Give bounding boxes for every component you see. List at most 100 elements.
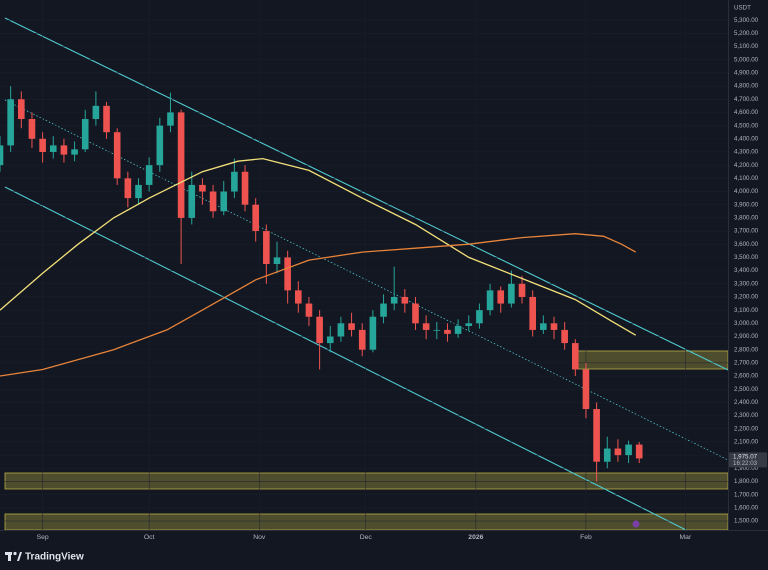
- y-tick-label: 4,700.00: [734, 96, 759, 103]
- y-tick-label: 3,200.00: [734, 294, 759, 301]
- y-tick-label: 3,700.00: [734, 228, 759, 235]
- y-tick-label: 1,700.00: [734, 491, 759, 498]
- candle-body: [0, 145, 4, 166]
- candle-body: [28, 119, 36, 139]
- candle-body: [465, 323, 473, 326]
- y-tick-label: 2,100.00: [734, 439, 759, 446]
- candle-body: [71, 149, 78, 155]
- y-tick-label: 4,100.00: [734, 175, 759, 182]
- candle-body: [454, 325, 462, 334]
- candle-body: [273, 257, 281, 265]
- y-tick-label: 2,500.00: [734, 386, 759, 393]
- candle-body: [135, 184, 142, 199]
- y-tick-label: 4,900.00: [734, 70, 759, 77]
- candle-body: [305, 303, 313, 317]
- moving-average: [0, 157, 637, 336]
- candle-body: [103, 105, 110, 133]
- y-tick-label: 1,600.00: [734, 504, 759, 511]
- y-tick-label: 4,500.00: [734, 122, 759, 129]
- moving-average: [0, 233, 637, 377]
- candle-body: [231, 171, 238, 192]
- candle-body: [412, 303, 419, 324]
- candle-body: [401, 296, 409, 304]
- logo-shape: [17, 552, 22, 561]
- brand-logo: TradingView: [5, 552, 84, 563]
- candle-body: [60, 145, 68, 155]
- countdown-label: 16:22:03: [733, 460, 758, 467]
- x-tick-label: Nov: [253, 534, 266, 541]
- y-tick-label: 3,100.00: [734, 307, 759, 314]
- last-price-label: 1,975.07: [733, 454, 758, 461]
- candle-body: [444, 329, 451, 334]
- candle-body: [422, 323, 430, 330]
- y-tick-label: 2,800.00: [734, 346, 759, 353]
- candle-body: [476, 310, 483, 324]
- candle-body: [561, 329, 568, 344]
- logo-shape: [13, 551, 17, 556]
- y-tick-label: 3,800.00: [734, 215, 759, 222]
- brand-name: TradingView: [25, 552, 84, 563]
- y-tick-label: 3,000.00: [734, 320, 759, 327]
- candle-body: [188, 184, 196, 218]
- candle-body: [113, 132, 121, 179]
- y-tick-label: 1,900.00: [734, 465, 759, 472]
- candle-body: [7, 99, 14, 146]
- x-tick-label: Sep: [37, 534, 49, 541]
- candle-body: [540, 323, 547, 330]
- candle-body: [614, 448, 622, 456]
- y-tick-label: 3,300.00: [734, 280, 759, 287]
- y-tick-label: 2,200.00: [734, 425, 759, 432]
- y-tick-label: 2,600.00: [734, 373, 759, 380]
- y-tick-label: 5,100.00: [734, 43, 759, 50]
- y-tick-label: 5,300.00: [734, 17, 759, 24]
- candle-body: [518, 283, 526, 297]
- y-tick-label: 5,000.00: [734, 56, 759, 63]
- y-tick-label: 4,200.00: [734, 162, 759, 169]
- candle-body: [177, 112, 185, 218]
- y-tick-label: 2,700.00: [734, 360, 759, 367]
- channel-mid: [4, 99, 728, 461]
- x-tick-label: Mar: [680, 534, 692, 541]
- candle-body: [348, 323, 355, 330]
- candle-body: [81, 119, 89, 150]
- candle-body: [145, 165, 153, 185]
- channel-upper: [4, 17, 728, 371]
- candle-body: [241, 171, 249, 205]
- drawings: [4, 17, 728, 530]
- support-zone: [4, 513, 728, 530]
- candle-body: [326, 336, 334, 344]
- candle-body: [316, 316, 323, 344]
- candle-body: [582, 369, 590, 410]
- candle-body: [369, 316, 377, 350]
- candle-body: [156, 125, 164, 166]
- x-tick-label: 2026: [468, 534, 483, 541]
- candle-body: [635, 444, 643, 459]
- candle-body: [220, 191, 228, 212]
- y-tick-label: 2,300.00: [734, 412, 759, 419]
- currency-label: USDT: [734, 5, 751, 12]
- candle-body: [167, 112, 174, 126]
- candle-body: [252, 204, 259, 232]
- candle-body: [486, 290, 494, 311]
- candle-body: [508, 283, 515, 304]
- candle-body: [380, 303, 387, 317]
- event-marker: [632, 520, 640, 528]
- candle-body: [390, 296, 398, 304]
- y-tick-label: 2,400.00: [734, 399, 759, 406]
- candle-body: [497, 290, 505, 304]
- candle-body: [550, 323, 558, 330]
- candle-body: [625, 444, 632, 456]
- candle-body: [337, 323, 345, 337]
- x-tick-label: Feb: [580, 534, 592, 541]
- candle-body: [603, 448, 611, 462]
- y-tick-label: 4,300.00: [734, 149, 759, 156]
- candle-body: [124, 178, 132, 199]
- candle-body: [284, 257, 291, 291]
- last-price-box: [729, 452, 767, 468]
- y-tick-label: 3,400.00: [734, 267, 759, 274]
- y-tick-label: 4,400.00: [734, 135, 759, 142]
- candle-body: [18, 99, 25, 120]
- candle-body: [199, 184, 206, 192]
- candle-body: [263, 231, 270, 265]
